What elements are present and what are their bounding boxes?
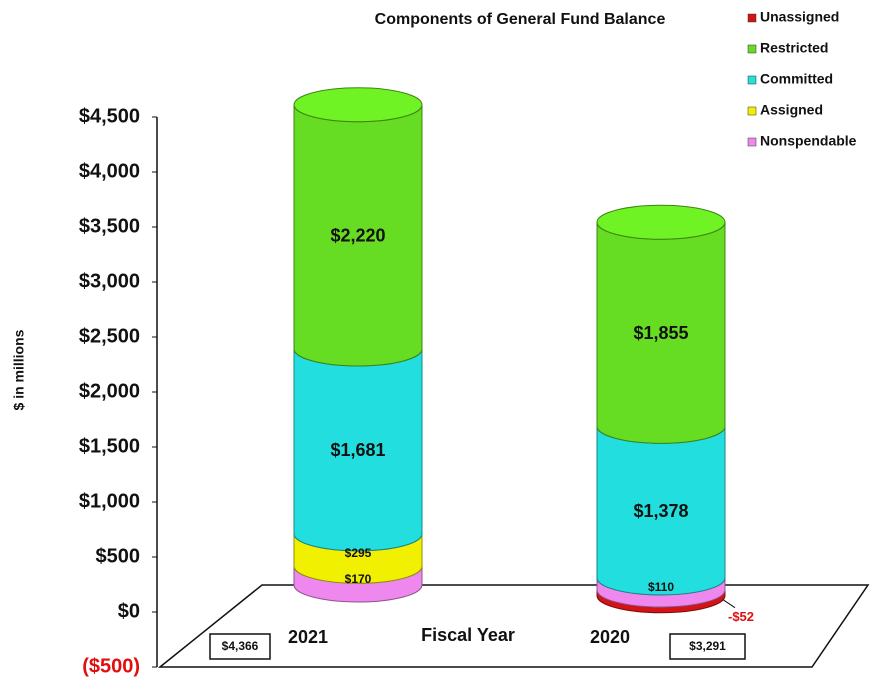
leader-line — [722, 599, 736, 609]
data-label: $1,378 — [633, 501, 688, 521]
x-tick-label: 2020 — [590, 627, 630, 647]
data-label: $170 — [345, 572, 372, 586]
y-tick-label: $500 — [96, 545, 141, 567]
y-tick-label: $3,500 — [79, 215, 140, 237]
y-tick-label: $2,500 — [79, 325, 140, 347]
y-tick-label: $0 — [118, 600, 140, 622]
x-axis-label: Fiscal Year — [421, 625, 515, 645]
legend-swatch — [747, 13, 757, 23]
legend-swatch — [747, 75, 757, 85]
legend-label: Nonspendable — [760, 133, 857, 149]
y-tick-label: $4,500 — [79, 105, 140, 127]
data-label: $1,681 — [330, 440, 385, 460]
x-tick-label: 2021 — [288, 627, 328, 647]
data-label: $110 — [648, 580, 674, 594]
chart-title: Components of General Fund Balance — [375, 11, 666, 28]
cylinder-top — [596, 204, 726, 240]
legend-swatch — [747, 137, 757, 147]
cylinder-top — [293, 87, 423, 123]
legend-label: Committed — [760, 71, 833, 87]
data-label: $295 — [345, 546, 372, 560]
y-tick-label: $3,000 — [79, 270, 140, 292]
y-axis-label: $ in millions — [11, 329, 27, 410]
y-tick-label: $1,500 — [79, 435, 140, 457]
data-label: -$52 — [728, 609, 754, 624]
y-tick-label: $4,000 — [79, 160, 140, 182]
total-label: $4,366 — [222, 639, 259, 653]
data-label: $1,855 — [633, 323, 688, 343]
legend-label: Restricted — [760, 40, 828, 56]
legend-swatch — [747, 106, 757, 116]
total-box — [669, 633, 746, 660]
legend-label: Unassigned — [760, 9, 839, 25]
data-label: $2,220 — [330, 226, 385, 246]
y-tick-label: $1,000 — [79, 490, 140, 512]
y-tick-label: $2,000 — [79, 380, 140, 402]
total-box — [209, 633, 271, 660]
legend-swatch — [747, 44, 757, 54]
y-tick-label: ($500) — [82, 655, 140, 677]
total-label: $3,291 — [689, 639, 726, 653]
legend-label: Assigned — [760, 102, 823, 118]
